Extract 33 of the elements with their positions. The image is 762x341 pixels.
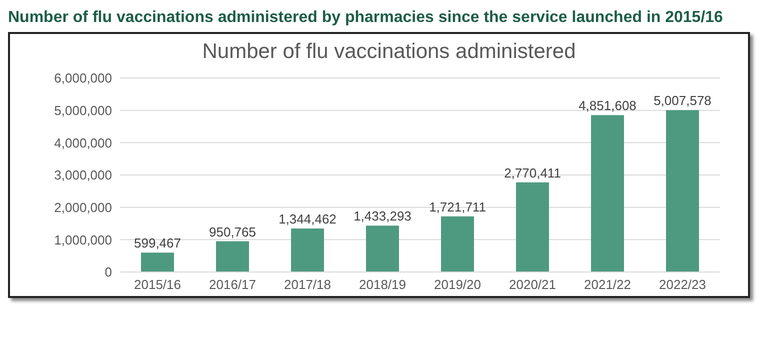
data-label: 4,851,608 — [578, 98, 636, 114]
y-tick-label: 3,000,000 — [54, 168, 112, 183]
bar — [216, 241, 249, 272]
bar — [141, 252, 174, 272]
data-label: 950,765 — [209, 224, 256, 240]
data-label: 599,467 — [134, 236, 181, 251]
chart-title: Number of flu vaccinations administered by pharmacies since the service launched in 2015/16 — [8, 8, 724, 28]
bar — [516, 182, 549, 272]
bar — [591, 115, 624, 272]
y-tick-label: 0 — [104, 264, 112, 280]
y-tick-label: 5,000,000 — [54, 102, 112, 118]
x-tick-label: 2016/17 — [209, 277, 256, 292]
y-tick-label: 2,000,000 — [54, 200, 112, 215]
x-tick-label: 2021/22 — [584, 277, 631, 292]
data-label: 1,721,711 — [429, 199, 486, 214]
data-label: 5,007,578 — [654, 93, 712, 108]
x-tick-label: 2015/16 — [134, 277, 181, 292]
x-tick-label: 2019/20 — [434, 277, 481, 292]
bar — [366, 226, 399, 272]
bar — [441, 216, 474, 272]
bar — [291, 228, 324, 272]
chart-subtitle: Number of flu vaccinations administered — [201, 40, 577, 64]
x-tick-label: 2017/18 — [284, 277, 331, 292]
data-label: 1,433,293 — [354, 208, 412, 224]
y-tick-label: 1,000,000 — [54, 232, 112, 248]
x-tick-label: 2020/21 — [509, 277, 556, 292]
bar — [666, 110, 699, 272]
data-label: 2,770,411 — [504, 165, 561, 180]
y-tick-label: 4,000,000 — [54, 135, 112, 150]
data-label: 1,344,462 — [278, 212, 336, 227]
y-tick-label: 6,000,000 — [54, 70, 112, 86]
x-tick-label: 2022/23 — [659, 277, 706, 292]
x-tick-label: 2018/19 — [359, 277, 406, 292]
